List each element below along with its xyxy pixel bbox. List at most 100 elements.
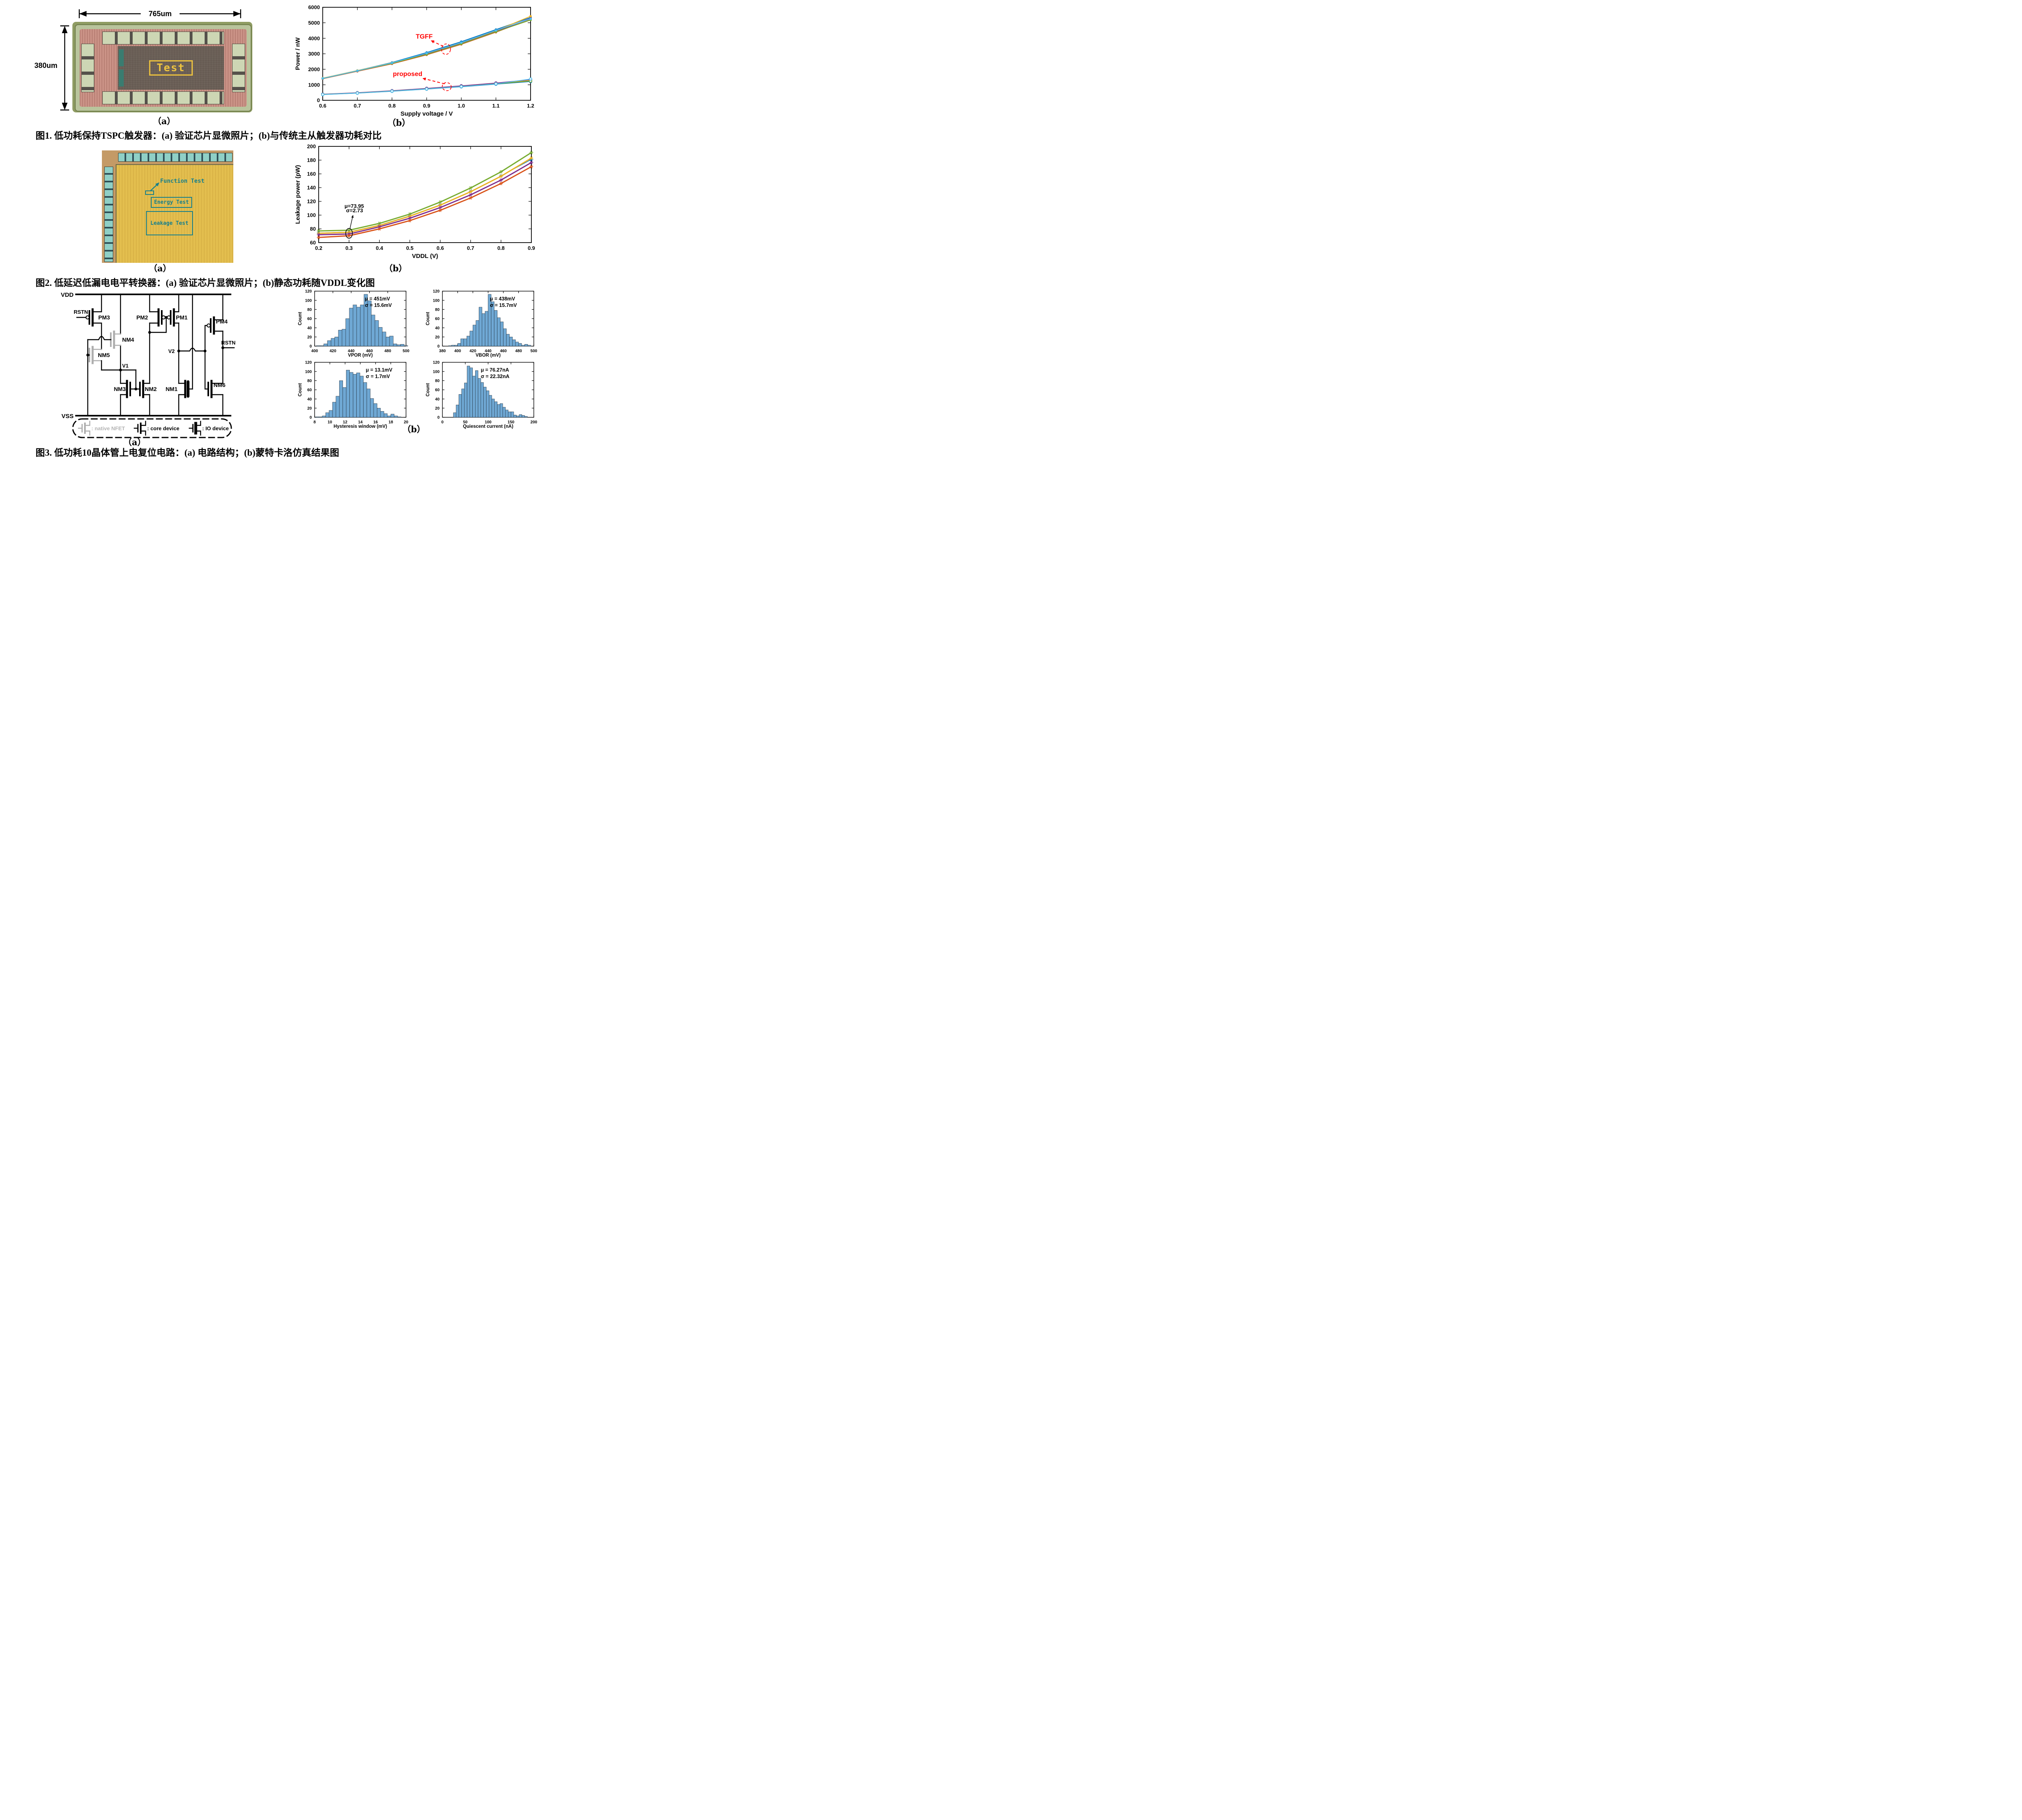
histogram-bar — [513, 414, 517, 418]
histogram-bar — [460, 338, 464, 347]
y-tick-label: 60 — [307, 388, 312, 393]
annotation-text: σ=2.73 — [346, 207, 363, 213]
chip1-test-label: Test — [149, 60, 193, 76]
histogram-bar — [527, 345, 531, 347]
y-tick-label: 40 — [307, 326, 312, 330]
x-axis-label: VDDL (V) — [412, 253, 438, 260]
stats-sigma: σ = 22.32nA — [481, 374, 510, 379]
histogram-bar — [384, 413, 388, 418]
annotation-text: TGFF — [416, 33, 433, 40]
histogram-bar — [521, 345, 525, 347]
figure2-caption: 图2. 低延迟低漏电电平转换器：(a) 验证芯片显微照片；(b)静态功耗随VDD… — [36, 278, 375, 288]
chip-height-label: 380um — [34, 61, 57, 70]
histogram-bar — [467, 366, 470, 418]
paper-figure-page: 765um 380um Test — [0, 0, 537, 459]
x-tick-label: 0.7 — [467, 245, 474, 251]
marker-star — [499, 170, 502, 174]
x-tick-label: 1.0 — [458, 103, 465, 109]
chip1-pad-col-right — [232, 44, 245, 92]
y-tick-label: 60 — [307, 317, 312, 321]
fig1b-sublabel: （b） — [387, 118, 410, 128]
histogram-bar — [505, 410, 509, 418]
y-axis-label: Leakage power (pW) — [294, 165, 301, 224]
marker-star — [439, 200, 442, 204]
histogram-bar — [451, 345, 455, 347]
marker-star — [317, 231, 320, 235]
x-tick-label: 420 — [330, 349, 336, 353]
histogram-bar — [489, 395, 492, 418]
histogram-bar — [478, 378, 481, 418]
histogram-bar — [494, 310, 497, 347]
y-tick-label: 100 — [433, 298, 440, 303]
fig2b-sublabel: （b） — [384, 263, 407, 273]
histogram-bar — [373, 403, 377, 418]
annotation-arrow — [422, 78, 445, 85]
histogram-bar — [511, 412, 514, 418]
y-tick-label: 60 — [435, 388, 440, 393]
x-tick-label: 480 — [515, 349, 522, 353]
marker-open-circle — [494, 82, 498, 86]
histogram-bar — [342, 329, 346, 347]
series-line — [318, 159, 532, 233]
histogram-bar — [454, 345, 458, 347]
quiescent-current-histogram: 0 50 100 150 200 0 20 40 60 80 100 120 Quiescent cur… — [426, 361, 537, 429]
x-tick-label: 500 — [531, 349, 537, 353]
x-tick-label: 440 — [348, 349, 355, 353]
nm2-label: NM2 — [145, 386, 157, 392]
histogram-bar — [491, 301, 495, 347]
series-line — [322, 16, 531, 79]
power-chart: 0.6 0.7 0.8 0.9 1.0 1.1 1.2 0 1000 2000 3000 4000 50… — [294, 4, 534, 117]
histogram-bar — [476, 320, 479, 347]
marker-star — [530, 151, 533, 154]
histogram-bar — [346, 370, 350, 418]
histogram-bar — [479, 307, 482, 347]
histogram-bar — [494, 402, 497, 418]
y-axis-label: Count — [426, 383, 431, 396]
marker-open-circle — [390, 89, 394, 93]
y-tick-label: 6000 — [308, 4, 320, 11]
y-tick-label: 20 — [435, 406, 440, 411]
chip2-pad-row-top — [118, 153, 233, 162]
x-tick-label: 460 — [366, 349, 373, 353]
x-tick-label: 1.1 — [492, 103, 499, 109]
x-tick-label: 0.5 — [406, 245, 413, 251]
chip2-pad-col-left — [104, 167, 113, 262]
y-tick-label: 3000 — [308, 51, 320, 57]
vpor-histogram: 400 420 440 460 480 500 0 20 40 60 80 100 120 VPOR (m… — [298, 290, 410, 358]
marker-star — [469, 196, 472, 200]
histogram-bar — [497, 317, 501, 347]
y-tick-label: 60 — [310, 240, 316, 246]
histogram-bar — [500, 321, 504, 347]
histogram-bar — [349, 308, 353, 347]
histogram-bar — [377, 408, 381, 418]
fig2a-sublabel: （a） — [149, 263, 171, 273]
x-tick-label: 0.6 — [319, 103, 326, 109]
x-tick-label: 12 — [343, 420, 348, 425]
histogram-bar — [334, 336, 339, 347]
nm6-label: NM6 — [214, 382, 226, 388]
histogram-bar — [339, 380, 343, 418]
marker-star — [530, 158, 533, 161]
x-tick-label: 150 — [508, 420, 514, 425]
nm3-label: NM3 — [114, 386, 126, 392]
marker-dot — [529, 15, 532, 18]
histogram-bar — [491, 399, 495, 418]
marker-star — [378, 227, 381, 231]
nm1-label: NM1 — [165, 386, 178, 392]
histogram-bar — [486, 390, 489, 418]
histogram-bar — [353, 374, 357, 418]
vbor-histogram: 380 400 420 440 460 480 500 0 20 40 60 80 100 120 VBOR… — [426, 290, 537, 358]
width-dimension-arrow: 765um — [78, 9, 241, 18]
histogram-bar — [356, 372, 360, 418]
y-tick-label: 20 — [435, 335, 440, 340]
histogram-bar — [466, 336, 470, 347]
plot-box — [318, 146, 532, 243]
marker-star — [530, 161, 533, 165]
stats-mu: μ = 76.27nA — [481, 367, 509, 373]
x-axis-label: VPOR (mV) — [348, 353, 373, 358]
marker-dot — [425, 52, 428, 55]
x-tick-label: 400 — [454, 349, 461, 353]
marker-star — [348, 234, 351, 238]
y-tick-label: 80 — [310, 226, 316, 232]
x-tick-label: 460 — [500, 349, 507, 353]
